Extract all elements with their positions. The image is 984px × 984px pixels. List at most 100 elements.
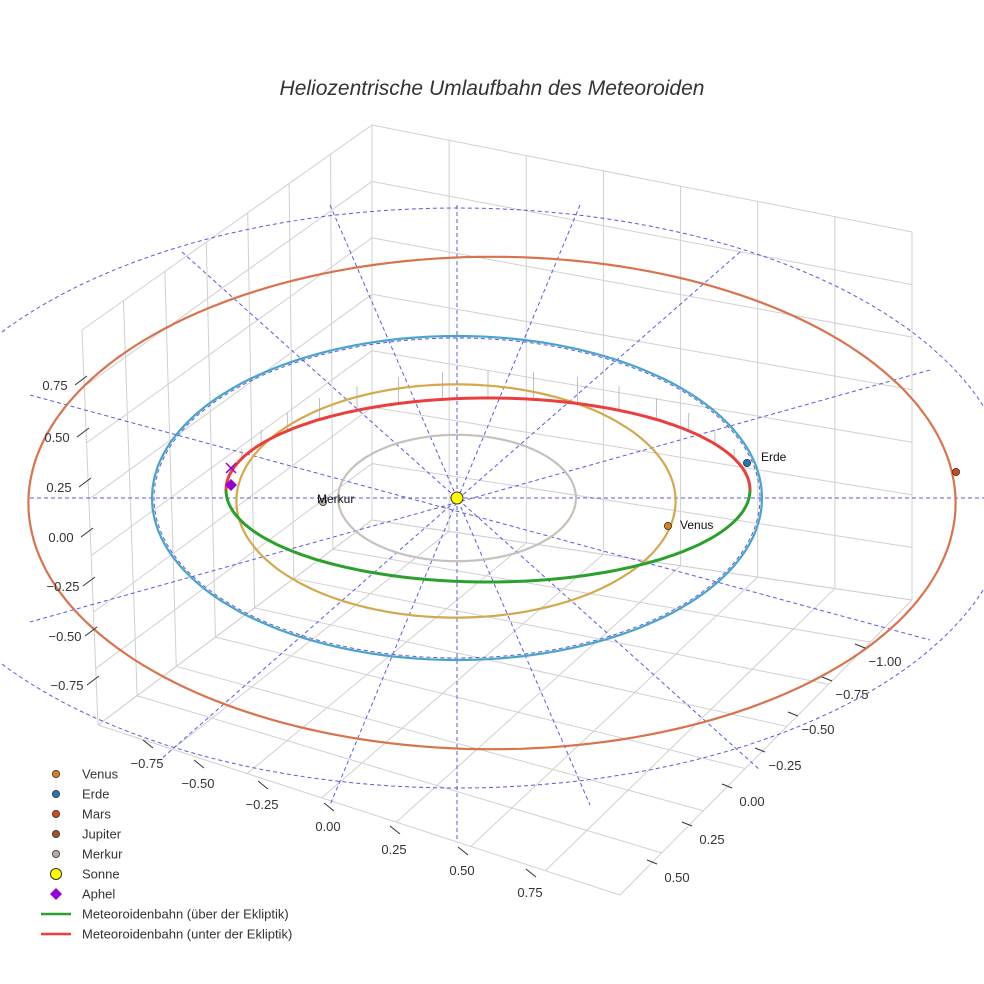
y-tick-mark: [854, 643, 866, 649]
legend-label: Mars: [82, 807, 111, 822]
legend-swatch: [52, 770, 61, 779]
y-tick-mark: [681, 821, 693, 827]
y-tick-label: −1.00: [869, 654, 902, 669]
y-tick-label: −0.75: [836, 687, 869, 702]
body-markers: Venus Erde Merkur: [225, 450, 961, 532]
z-tick-label: 0.25: [46, 480, 71, 495]
point-label-venus: Venus: [680, 518, 713, 532]
grid-line: [395, 565, 681, 823]
z-tick-label: −0.50: [49, 629, 82, 644]
z-tick-label: −0.75: [51, 678, 84, 693]
grid-line: [215, 636, 746, 770]
legend-item-erde[interactable]: Erde: [52, 787, 109, 802]
ecliptic-ray: [329, 204, 581, 806]
ecliptic-ray: [329, 204, 591, 806]
y-tick-mark: [721, 783, 733, 789]
chart-title: Heliozentrische Umlaufbahn des Meteoroid…: [280, 77, 705, 100]
legend-item-jupiter[interactable]: Jupiter: [52, 827, 122, 842]
grid-line: [86, 237, 913, 444]
meteoroid-orbit-above: [224, 489, 752, 584]
y-tick-mark: [787, 711, 799, 717]
point-label-merkur: Merkur: [317, 492, 354, 506]
legend-label: Venus: [82, 767, 119, 782]
grid-line: [330, 154, 334, 550]
x-tick-mark: [323, 802, 335, 812]
grid-line: [90, 350, 913, 557]
y-tick-label: 0.00: [739, 794, 764, 809]
x-tick-mark: [257, 780, 269, 790]
z-tick-label: 0.50: [44, 430, 69, 445]
z-tick-mark: [82, 576, 96, 587]
planet-orbits: [27, 255, 957, 751]
grid-line: [176, 665, 704, 812]
x-tick-mark: [389, 825, 401, 835]
y-tick-label: 0.25: [699, 832, 724, 847]
z-tick-mark: [74, 375, 88, 386]
x-tick-label: 0.00: [315, 819, 340, 834]
legend-swatch: [52, 850, 61, 859]
point-label-erde: Erde: [761, 450, 787, 464]
legend-label: Erde: [82, 787, 109, 802]
x-tick-mark: [457, 846, 469, 856]
legend-label: Sonne: [82, 867, 120, 882]
ecliptic-reference-lines: [0, 204, 984, 840]
grid-line: [470, 576, 759, 847]
marker-mars[interactable]: [952, 467, 961, 476]
z-tick-mark: [80, 527, 94, 538]
ecliptic-ray: [29, 369, 931, 623]
y-tick-label: −0.50: [802, 722, 835, 737]
grid-line: [136, 695, 662, 854]
x-tick-label: 0.25: [381, 842, 406, 857]
z-tick-mark: [86, 675, 100, 686]
y-tick-mark: [646, 859, 658, 865]
aphel-cross-icon: [225, 462, 237, 474]
grid-line: [81, 124, 913, 331]
legend-swatch: [50, 888, 62, 900]
grid-line: [321, 553, 604, 799]
legend-item-venus[interactable]: Venus: [52, 767, 119, 782]
legend-item-merkur[interactable]: Merkur: [52, 847, 123, 862]
z-tick-mark: [78, 477, 92, 488]
legend-item-aphel[interactable]: Aphel: [50, 887, 115, 902]
x-tick-label: 0.75: [517, 885, 542, 900]
grid-line: [545, 588, 836, 872]
legend-item-meteoroidenbahn-über-der-ekliptik-[interactable]: Meteoroidenbahn (über der Ekliptik): [41, 907, 289, 922]
grid-line: [247, 212, 256, 608]
ecliptic-ray: [29, 394, 931, 641]
axis-ticks: −0.75 −0.50 −0.25 0.00 0.25 0.50 0.75 −1.00 −0.7…: [42, 375, 902, 900]
grid-line: [97, 724, 621, 896]
grid-line: [164, 271, 177, 667]
legend-label: Merkur: [82, 847, 123, 862]
z-tick-mark: [84, 626, 98, 637]
x-tick-label: −0.25: [246, 797, 279, 812]
grid-line: [332, 548, 871, 643]
meteoroid-orbit-below: [224, 396, 752, 491]
legend-item-sonne[interactable]: Sonne: [50, 867, 120, 882]
marker-merkur[interactable]: [318, 497, 327, 506]
marker-venus[interactable]: [664, 522, 673, 531]
marker-erde[interactable]: [743, 458, 752, 467]
y-tick-label: 0.50: [664, 870, 689, 885]
z-tick-label: 0.75: [42, 378, 67, 393]
meteoroid-orbit: [224, 396, 752, 584]
legend-item-meteoroidenbahn-unter-der-ekliptik-[interactable]: Meteoroidenbahn (unter der Ekliptik): [41, 927, 292, 942]
orbit-mars: [27, 255, 957, 751]
y-tick-mark: [821, 676, 833, 682]
marker-aphel[interactable]: [225, 479, 237, 491]
marker-sonne[interactable]: [450, 491, 464, 505]
y-tick-label: −0.25: [769, 758, 802, 773]
legend: Venus Erde Mars Jupiter Merkur Sonne Aphel Mete…: [41, 767, 292, 942]
legend-swatch: [52, 790, 61, 799]
x-tick-label: 0.50: [449, 863, 474, 878]
legend-label: Aphel: [82, 887, 115, 902]
ecliptic-ray: [159, 251, 741, 761]
legend-label: Meteoroidenbahn (unter der Ekliptik): [82, 927, 292, 942]
orbit-erde: [150, 334, 764, 662]
grid-line: [293, 578, 829, 685]
z-tick-mark: [76, 427, 90, 438]
legend-item-mars[interactable]: Mars: [52, 807, 111, 822]
grid-line: [81, 329, 99, 726]
z-tick-label: −0.25: [47, 579, 80, 594]
